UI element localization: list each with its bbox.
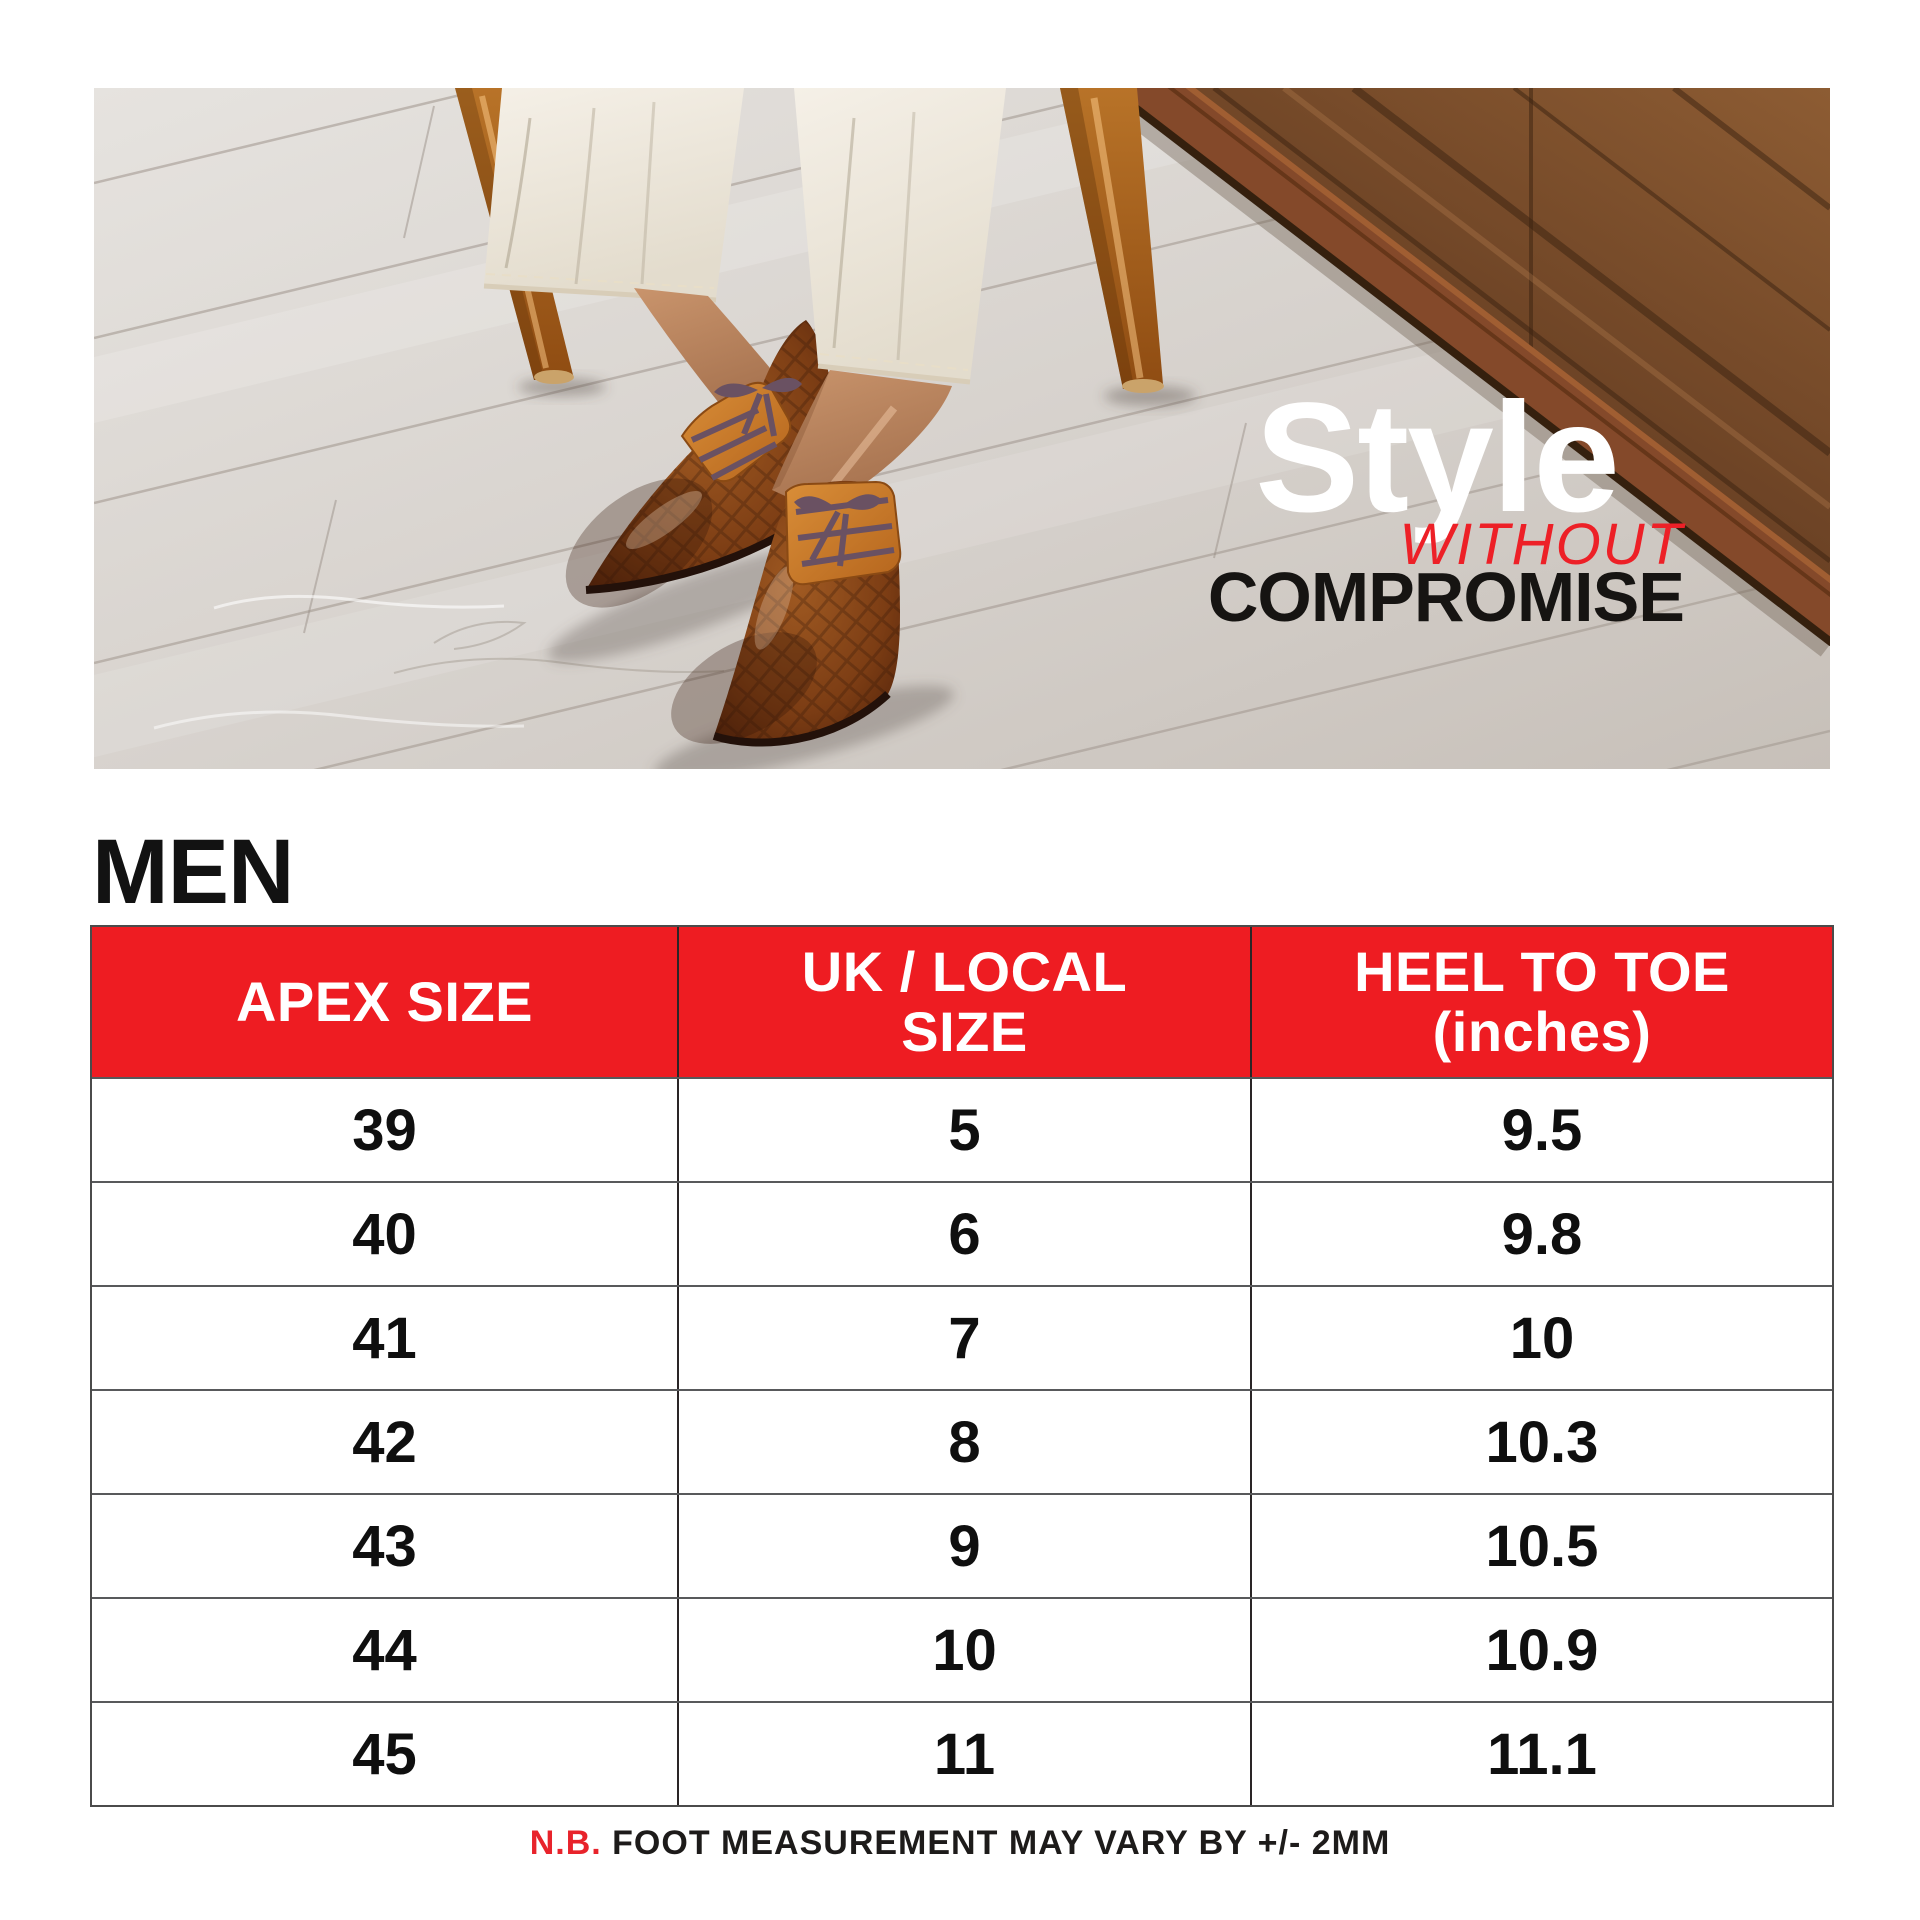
cell-apex-size: 41 [352, 1305, 417, 1371]
cell-heel-toe: 10.3 [1250, 1391, 1832, 1493]
header-uk-local-size: UK / LOCAL SIZE [677, 927, 1250, 1077]
table-row: 43 9 10.5 [92, 1493, 1832, 1597]
note-prefix: N.B. [529, 1824, 602, 1862]
chair-leg [1060, 88, 1196, 406]
cell-apex-size: 40 [352, 1201, 417, 1267]
cell-heel-toe: 9.8 [1250, 1183, 1832, 1285]
lace-bow [842, 494, 882, 510]
lace-bow [794, 496, 836, 512]
measurement-note: N.B. FOOT MEASUREMENT MAY VARY BY +/- 2M… [0, 1824, 1920, 1863]
cell-heel-toe: 10.5 [1250, 1495, 1832, 1597]
cabinet-baseboard [1105, 88, 1830, 645]
shoe-sole [712, 691, 891, 747]
table-header-row: APEX SIZE UK / LOCAL SIZE HEEL TO TOE (i… [92, 927, 1832, 1077]
cell-heel-toe: 9.5 [1250, 1079, 1832, 1181]
cell-uk-size: 5 [677, 1079, 1250, 1181]
cell-uk-size: 10 [677, 1599, 1250, 1701]
trouser-leg [794, 88, 1006, 385]
shoe-laces [690, 392, 778, 481]
table-row: 41 7 10 [92, 1285, 1832, 1389]
wooden-cabinet [1095, 88, 1830, 657]
header-heel-to-toe: HEEL TO TOE (inches) [1250, 927, 1832, 1077]
header-apex-size: APEX SIZE [235, 969, 534, 1033]
cell-uk-size: 11 [677, 1703, 1250, 1805]
lace-bow [714, 383, 758, 398]
hero-photo: Style WITHOUT COMPROMISE [94, 88, 1830, 769]
hero-headline: Style WITHOUT COMPROMISE [1207, 371, 1685, 636]
table-row: 40 6 9.8 [92, 1181, 1832, 1285]
table-row: 45 11 11.1 [92, 1701, 1832, 1805]
headline-style: Style [1255, 371, 1620, 545]
cell-apex-size: 44 [352, 1617, 417, 1683]
table-row: 42 8 10.3 [92, 1389, 1832, 1493]
cell-heel-toe: 10 [1250, 1287, 1832, 1389]
table-row: 44 10 10.9 [92, 1597, 1832, 1701]
woven-leather-shoe [565, 320, 843, 608]
trouser-leg [483, 88, 744, 303]
cell-heel-toe: 10.9 [1250, 1599, 1832, 1701]
hero-photo-illustration [94, 88, 1830, 769]
cell-uk-size: 9 [677, 1495, 1250, 1597]
headline-without: WITHOUT [1399, 512, 1684, 577]
cell-uk-size: 7 [677, 1287, 1250, 1389]
woven-leather-shoe [671, 480, 902, 747]
table-row: 39 5 9.5 [92, 1077, 1832, 1181]
cell-heel-toe: 11.1 [1250, 1703, 1832, 1805]
note-text: FOOT MEASUREMENT MAY VARY BY +/- 2MM [612, 1824, 1391, 1862]
headline-compromise: COMPROMISE [1207, 558, 1685, 636]
cell-uk-size: 6 [677, 1183, 1250, 1285]
lace-bow [762, 377, 802, 393]
size-table: APEX SIZE UK / LOCAL SIZE HEEL TO TOE (i… [90, 925, 1834, 1807]
cell-apex-size: 43 [352, 1513, 417, 1579]
cell-uk-size: 8 [677, 1391, 1250, 1493]
cell-apex-size: 39 [352, 1097, 417, 1163]
cell-apex-size: 42 [352, 1409, 417, 1475]
cell-apex-size: 45 [352, 1721, 417, 1787]
cabinet-floor-shadow [1095, 88, 1830, 657]
section-title: MEN [92, 821, 294, 923]
shin [772, 370, 952, 510]
